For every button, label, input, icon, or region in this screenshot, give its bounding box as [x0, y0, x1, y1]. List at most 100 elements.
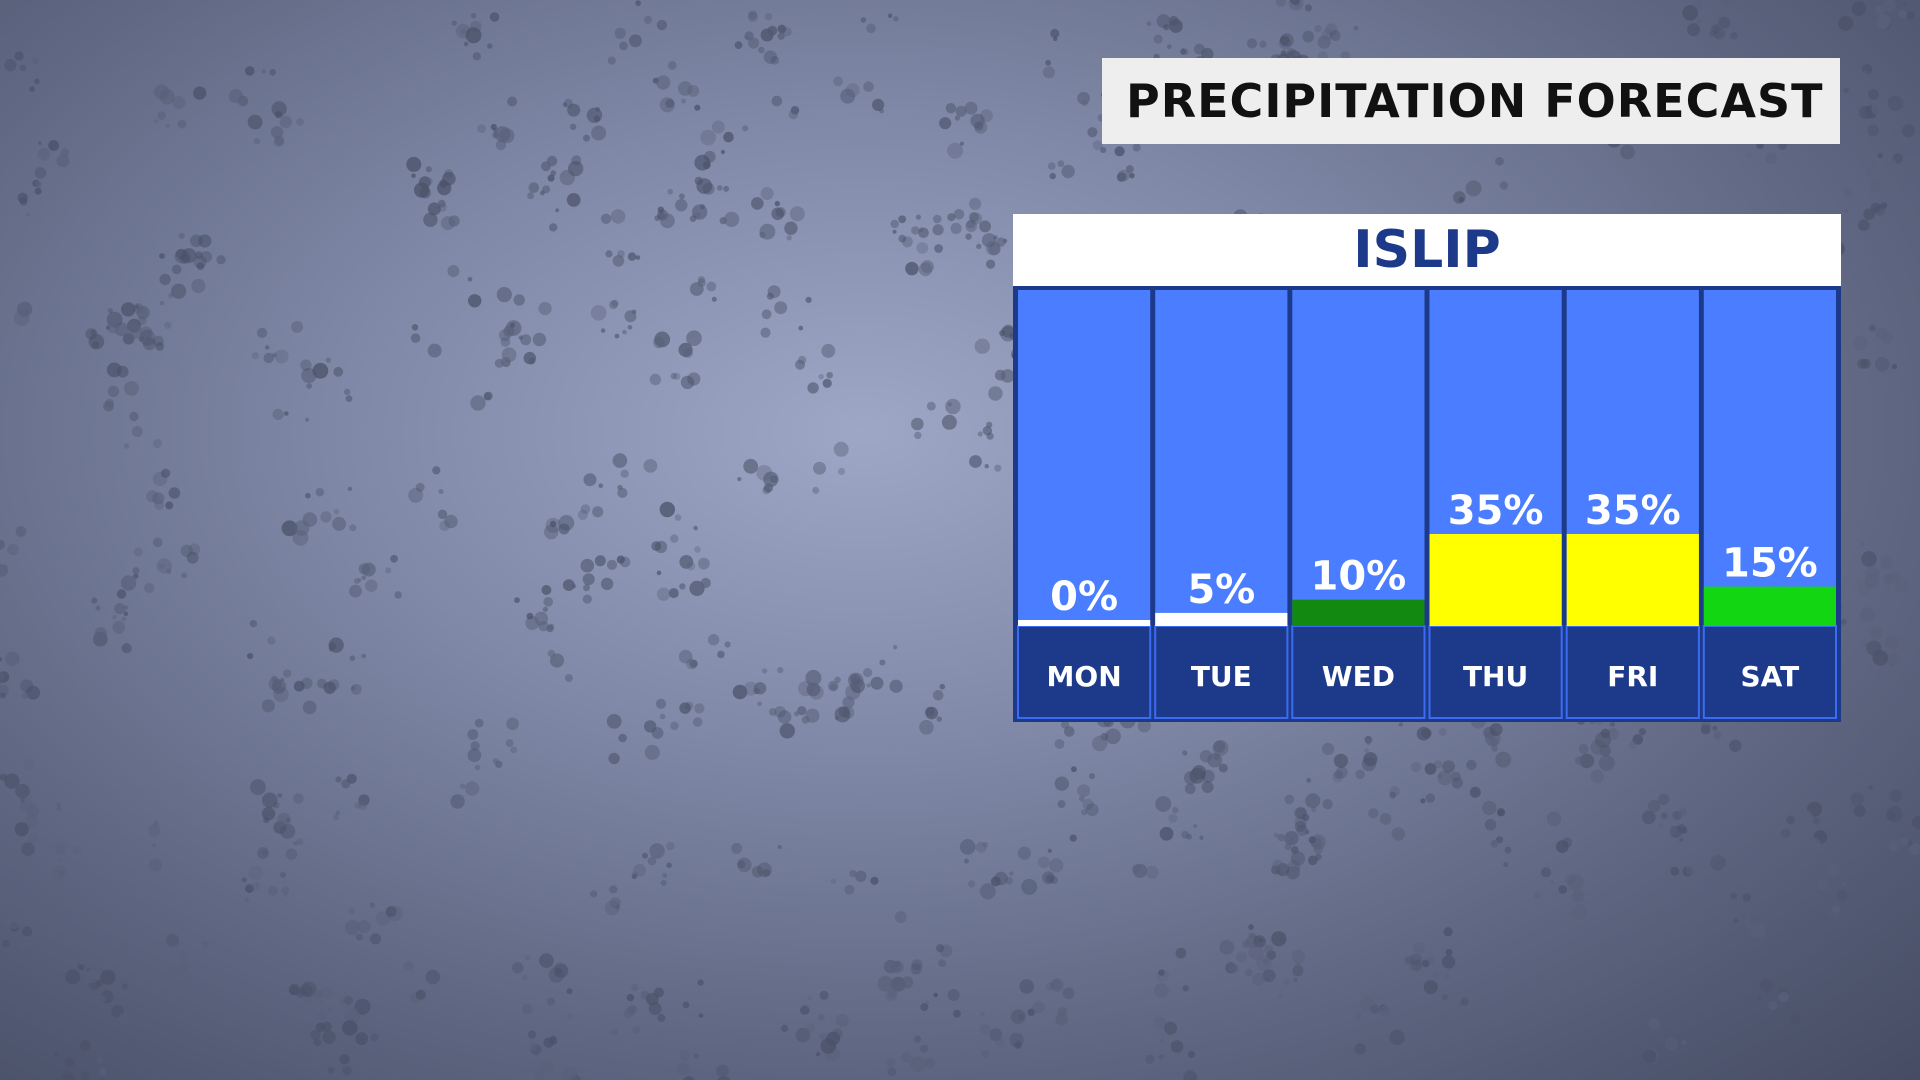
snowflake-speck	[540, 190, 545, 196]
snowflake-speck	[675, 199, 688, 212]
snowflake-speck	[451, 20, 457, 26]
snowflake-speck	[37, 141, 42, 145]
snowflake-speck	[267, 885, 278, 896]
snowflake-speck	[1183, 1070, 1197, 1080]
snowflake-speck	[1050, 876, 1059, 884]
snowflake-speck	[879, 108, 885, 114]
snowflake-speck	[731, 842, 743, 854]
snowflake-speck	[494, 358, 504, 368]
snowflake-speck	[250, 779, 266, 796]
snowflake-speck	[358, 801, 367, 810]
snowflake-speck	[608, 752, 620, 765]
snowflake-speck	[528, 1041, 537, 1050]
snowflake-speck	[1293, 977, 1298, 982]
snowflake-speck	[1687, 23, 1700, 37]
snowflake-speck	[1495, 156, 1504, 166]
snowflake-speck	[244, 66, 255, 76]
snowflake-speck	[146, 490, 159, 503]
snowflake-speck	[1443, 927, 1453, 937]
snowflake-speck	[612, 255, 625, 267]
snowflake-speck	[1219, 940, 1235, 955]
snowflake-speck	[848, 672, 864, 689]
snowflake-speck	[106, 311, 123, 328]
snowflake-speck	[1880, 556, 1893, 569]
snowflake-speck	[974, 338, 990, 354]
snowflake-speck	[1014, 1041, 1022, 1049]
snowflake-speck	[813, 461, 826, 475]
snowflake-speck	[833, 76, 843, 87]
snowflake-speck	[781, 1024, 789, 1032]
snowflake-speck	[1131, 864, 1141, 874]
snowflake-speck	[1899, 142, 1915, 158]
snowflake-speck	[261, 806, 276, 821]
day-label-cell	[1565, 625, 1700, 719]
snowflake-speck	[444, 514, 458, 529]
snowflake-speck	[1045, 874, 1054, 883]
snowflake-speck	[1304, 829, 1310, 835]
snowflake-speck	[34, 187, 42, 195]
snowflake-speck	[647, 856, 657, 866]
snowflake-speck	[737, 477, 742, 482]
snowflake-speck	[61, 1073, 76, 1080]
snowflake-speck	[629, 34, 642, 48]
snowflake-speck	[0, 564, 9, 577]
snowflake-speck	[910, 963, 922, 975]
snowflake-speck	[1711, 24, 1721, 34]
snowflake-speck	[0, 679, 2, 685]
snowflake-speck	[1283, 831, 1299, 846]
snowflake-speck	[1891, 363, 1898, 370]
snowflake-speck	[1788, 1012, 1801, 1025]
snowflake-speck	[1880, 202, 1888, 210]
snowflake-speck	[759, 231, 766, 238]
snowflake-speck	[618, 733, 627, 743]
snowflake-speck	[272, 352, 277, 358]
snowflake-speck	[1305, 793, 1321, 809]
snowflake-speck	[1877, 153, 1883, 159]
snowflake-speck	[489, 12, 500, 22]
snowflake-speck	[1009, 871, 1014, 876]
snowflake-speck	[723, 185, 730, 192]
snowflake-speck	[670, 721, 679, 731]
snowflake-speck	[470, 12, 477, 19]
snowflake-speck	[678, 81, 693, 96]
snowflake-speck	[333, 366, 344, 377]
snowflake-speck	[1129, 172, 1135, 179]
snowflake-speck	[1258, 937, 1264, 943]
snowflake-speck	[583, 473, 597, 487]
snowflake-speck	[627, 252, 637, 261]
snowflake-speck	[528, 1030, 537, 1039]
snowflake-speck	[19, 798, 34, 813]
snowflake-speck	[261, 849, 268, 856]
snowflake-speck	[994, 871, 1008, 886]
snowflake-speck	[821, 343, 836, 358]
snowflake-speck	[552, 962, 568, 978]
snowflake-speck	[648, 1002, 662, 1016]
snowflake-speck	[732, 684, 748, 700]
snowflake-speck	[763, 50, 778, 64]
snowflake-speck	[1882, 125, 1891, 135]
snowflake-speck	[1246, 38, 1258, 49]
snowflake-speck	[794, 711, 799, 717]
snowflake-speck	[666, 841, 675, 851]
snowflake-speck	[1437, 773, 1442, 779]
value-label-fri: 35%	[1585, 488, 1681, 534]
snowflake-speck	[1169, 19, 1183, 33]
snowflake-speck	[1145, 865, 1159, 879]
snowflake-speck	[1433, 760, 1443, 769]
snowflake-speck	[1425, 793, 1436, 803]
snowflake-speck	[1159, 826, 1174, 841]
snowflake-speck	[1503, 862, 1509, 868]
snowflake-speck	[1081, 99, 1089, 107]
snowflake-speck	[1262, 958, 1269, 965]
snowflake-speck	[655, 540, 668, 554]
snowflake-speck	[1456, 1002, 1462, 1008]
snowflake-speck	[1862, 70, 1868, 76]
snowflake-speck	[995, 1038, 1005, 1048]
snowflake-speck	[655, 698, 667, 710]
snowflake-speck	[463, 41, 469, 47]
snowflake-speck	[1733, 918, 1739, 924]
snowflake-speck	[656, 19, 668, 31]
snowflake-speck	[901, 976, 914, 989]
snowflake-speck	[293, 793, 304, 804]
snowflake-speck	[981, 233, 997, 248]
